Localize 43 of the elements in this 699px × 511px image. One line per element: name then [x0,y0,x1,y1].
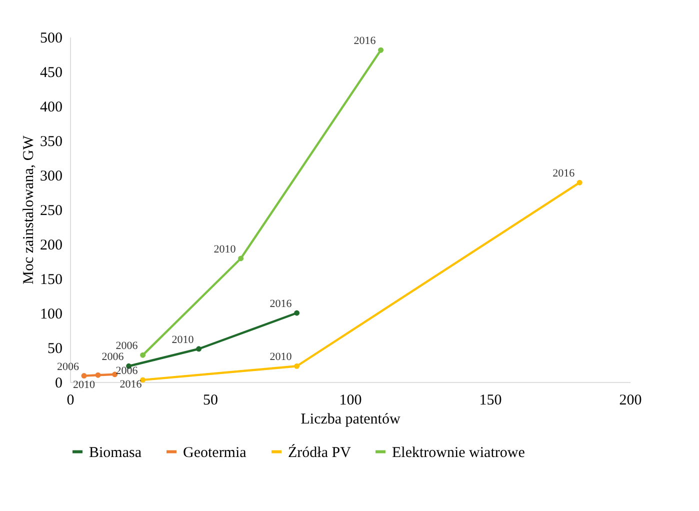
x-tick-label: 150 [479,392,502,408]
legend-label: Elektrownie wiatrowe [392,444,526,461]
annotation: 2016 [552,168,576,180]
legend-label: Biomasa [89,444,142,461]
point [238,256,244,262]
y-tick-label: 350 [40,134,62,150]
y-tick-label: 0 [55,376,62,392]
x-tick-label: 100 [339,392,362,408]
point [81,373,87,379]
legend-label: Źródła PV [288,444,352,461]
annotation: 2010 [73,379,96,392]
point [294,363,300,369]
point [95,372,101,378]
annotation: 2006 [116,364,138,377]
annotation: 2016 [120,378,142,390]
y-tick-label: 150 [40,272,62,288]
legend-label: Geotermia [183,444,247,461]
annotation: 2006 [57,360,80,373]
x-tick-label: 50 [203,392,218,408]
y-tick-label: 50 [48,341,62,357]
x-tick-label: 0 [66,392,74,408]
y-tick-label: 300 [40,168,62,184]
annotation: 2016 [270,298,292,310]
point [294,310,300,316]
annotation: 2006 [102,351,124,364]
y-tick-label: 200 [40,238,62,254]
x-tick-label: 200 [619,392,642,408]
y-tick-label: 400 [40,100,62,116]
point [140,352,146,358]
y-tick-label: 250 [40,203,62,219]
y-axis-title: Moc zainstalowana, GW [21,134,37,284]
annotation: 2010 [214,243,236,256]
point [378,47,384,53]
x-axis-title: Liczba patentów [300,412,400,428]
annotation: 2016 [354,35,376,48]
y-tick-label: 450 [40,65,62,81]
annotation: 2010 [270,351,292,364]
point [196,346,202,352]
y-tick-label: 100 [40,306,62,322]
point [576,180,582,186]
y-tick-label: 500 [40,30,62,46]
annotation: 2006 [116,340,138,352]
annotation: 2010 [172,334,194,346]
